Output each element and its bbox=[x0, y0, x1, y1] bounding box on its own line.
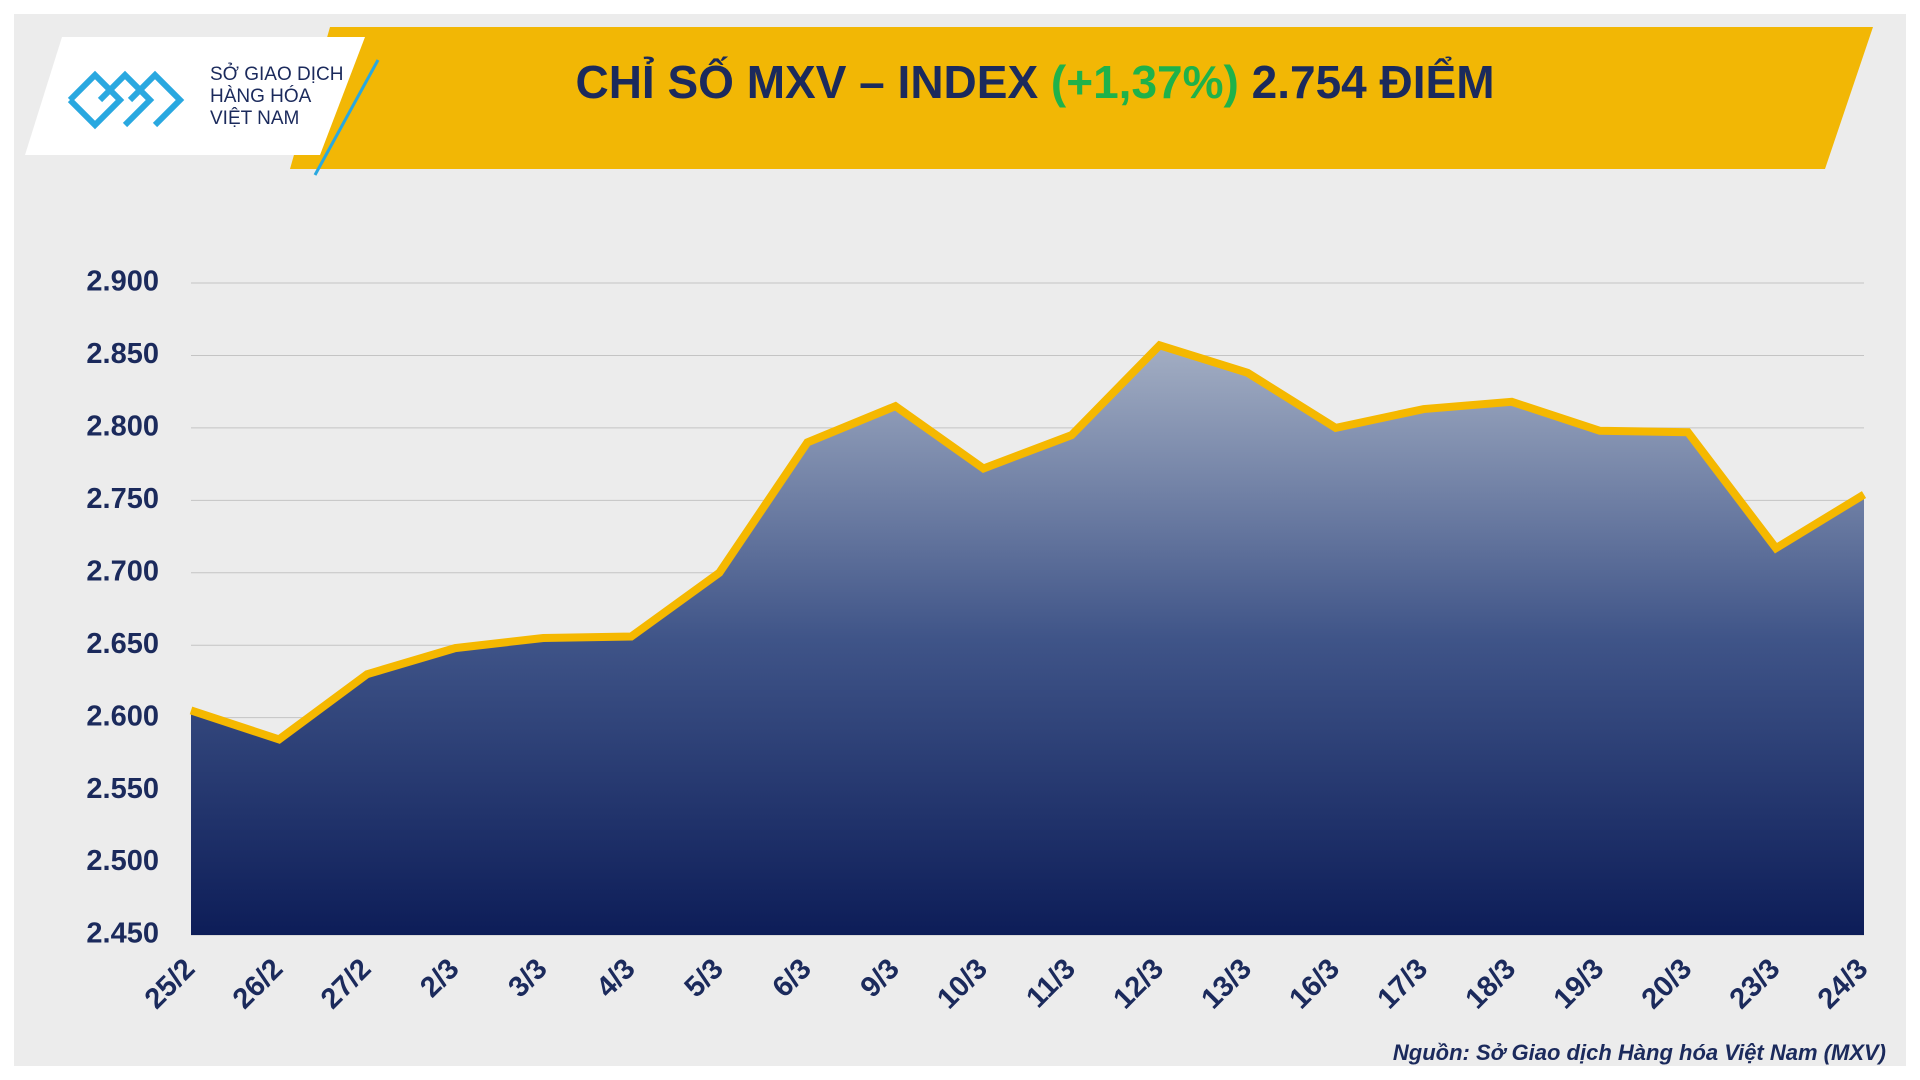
title-banner bbox=[290, 27, 1873, 169]
y-tick-label: 2.600 bbox=[86, 700, 159, 732]
logo-text: VIỆT NAM bbox=[210, 107, 299, 129]
logo-accent bbox=[313, 59, 380, 176]
logo-text: SỞ GIAO DỊCH bbox=[210, 63, 343, 85]
y-tick-label: 2.650 bbox=[86, 628, 159, 660]
source: Nguồn: Sở Giao dịch Hàng hóa Việt Nam (M… bbox=[1393, 1040, 1886, 1065]
chart-title: CHỈ SỐ MXV – INDEX (+1,37%) 2.754 ĐIỂM bbox=[575, 56, 1494, 108]
y-tick-label: 2.900 bbox=[86, 266, 159, 298]
logo-icon bbox=[67, 70, 185, 130]
y-tick-label: 2.450 bbox=[86, 918, 159, 950]
title-change: (+1,37%) bbox=[1051, 56, 1239, 108]
title-value: 2.754 ĐIỂM bbox=[1252, 56, 1495, 108]
y-tick-label: 2.550 bbox=[86, 773, 159, 805]
y-tick-label: 2.500 bbox=[86, 845, 159, 877]
logo-box bbox=[25, 37, 365, 155]
y-tick-label: 2.700 bbox=[86, 555, 159, 587]
title-text: CHỈ SỐ MXV – INDEX bbox=[575, 56, 1038, 108]
logo-text: HÀNG HÓA bbox=[210, 85, 312, 107]
y-tick-label: 2.850 bbox=[86, 338, 159, 370]
y-tick-label: 2.800 bbox=[86, 411, 159, 443]
area bbox=[191, 345, 1864, 935]
line bbox=[189, 340, 1867, 744]
y-tick-label: 2.750 bbox=[86, 483, 159, 515]
